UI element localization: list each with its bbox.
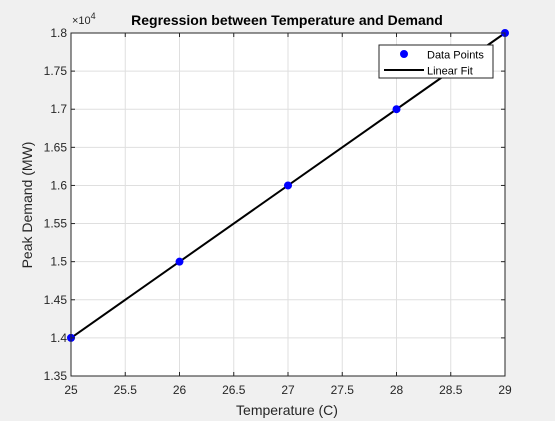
legend-label-data-points: Data Points bbox=[427, 50, 484, 62]
y-axis-label: Peak Demand (MW) bbox=[19, 142, 35, 269]
x-tick-label: 25 bbox=[64, 383, 78, 397]
legend: Data Points Linear Fit bbox=[378, 44, 494, 79]
y-tick-label: 1.5 bbox=[50, 255, 67, 269]
y-tick-label: 1.6 bbox=[50, 178, 67, 192]
data-point bbox=[175, 257, 184, 266]
x-tick-label: 27 bbox=[281, 383, 295, 397]
x-tick-label: 27.5 bbox=[331, 383, 355, 397]
y-tick-label: 1.8 bbox=[50, 26, 67, 40]
chart-title: Regression between Temperature and Deman… bbox=[131, 12, 443, 28]
x-tick-label: 28.5 bbox=[439, 383, 463, 397]
y-tick-label: 1.4 bbox=[50, 331, 67, 345]
legend-marker-data-points bbox=[400, 50, 408, 58]
x-tick-label: 29 bbox=[498, 383, 512, 397]
x-tick-label: 26.5 bbox=[222, 383, 246, 397]
y-tick-label: 1.75 bbox=[44, 64, 68, 78]
axis-ticks: 25 25.5 26 26.5 27 27.5 28 28.5 29 1.35 1.4 1.45 1.5… bbox=[44, 26, 512, 397]
y-tick-label: 1.55 bbox=[44, 217, 68, 231]
y-tick-label: 1.45 bbox=[44, 293, 68, 307]
data-point bbox=[284, 181, 292, 190]
y-tick-label: 1.7 bbox=[50, 102, 67, 116]
y-tick-label: 1.65 bbox=[44, 140, 68, 154]
y-axis-multiplier: ×104 bbox=[72, 11, 96, 27]
y-tick-label: 1.35 bbox=[44, 369, 68, 383]
data-point bbox=[392, 105, 401, 114]
legend-label-linear-fit: Linear Fit bbox=[427, 66, 473, 78]
x-tick-label: 28 bbox=[390, 383, 404, 397]
legend-box bbox=[378, 44, 494, 79]
x-tick-label: 26 bbox=[173, 383, 187, 397]
x-tick-label: 25.5 bbox=[114, 383, 138, 397]
x-axis-label: Temperature (C) bbox=[236, 402, 338, 418]
